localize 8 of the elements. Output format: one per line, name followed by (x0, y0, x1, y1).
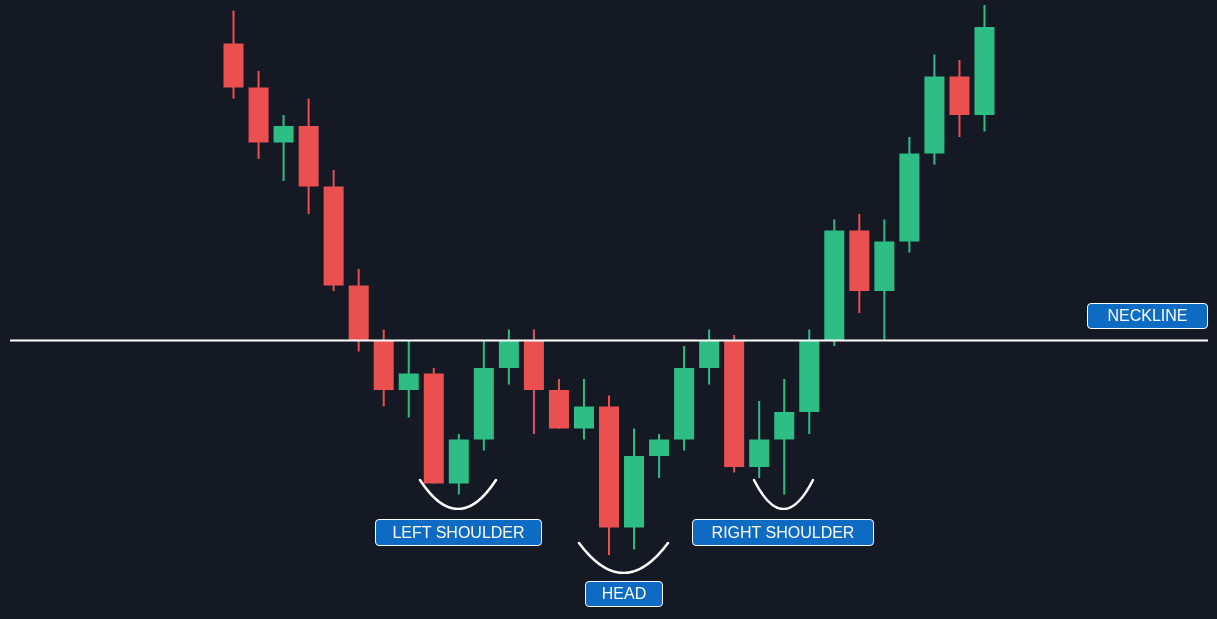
candlestick (649, 433, 670, 479)
ref-line-label: NECKLINE (1087, 302, 1208, 329)
annotation: RIGHT SHOULDER (692, 519, 874, 546)
annotation: LEFT SHOULDER (375, 519, 542, 546)
text: HEAD (585, 581, 663, 607)
candlestick (573, 378, 594, 441)
candlestick (398, 339, 419, 419)
candlestick (273, 114, 294, 182)
